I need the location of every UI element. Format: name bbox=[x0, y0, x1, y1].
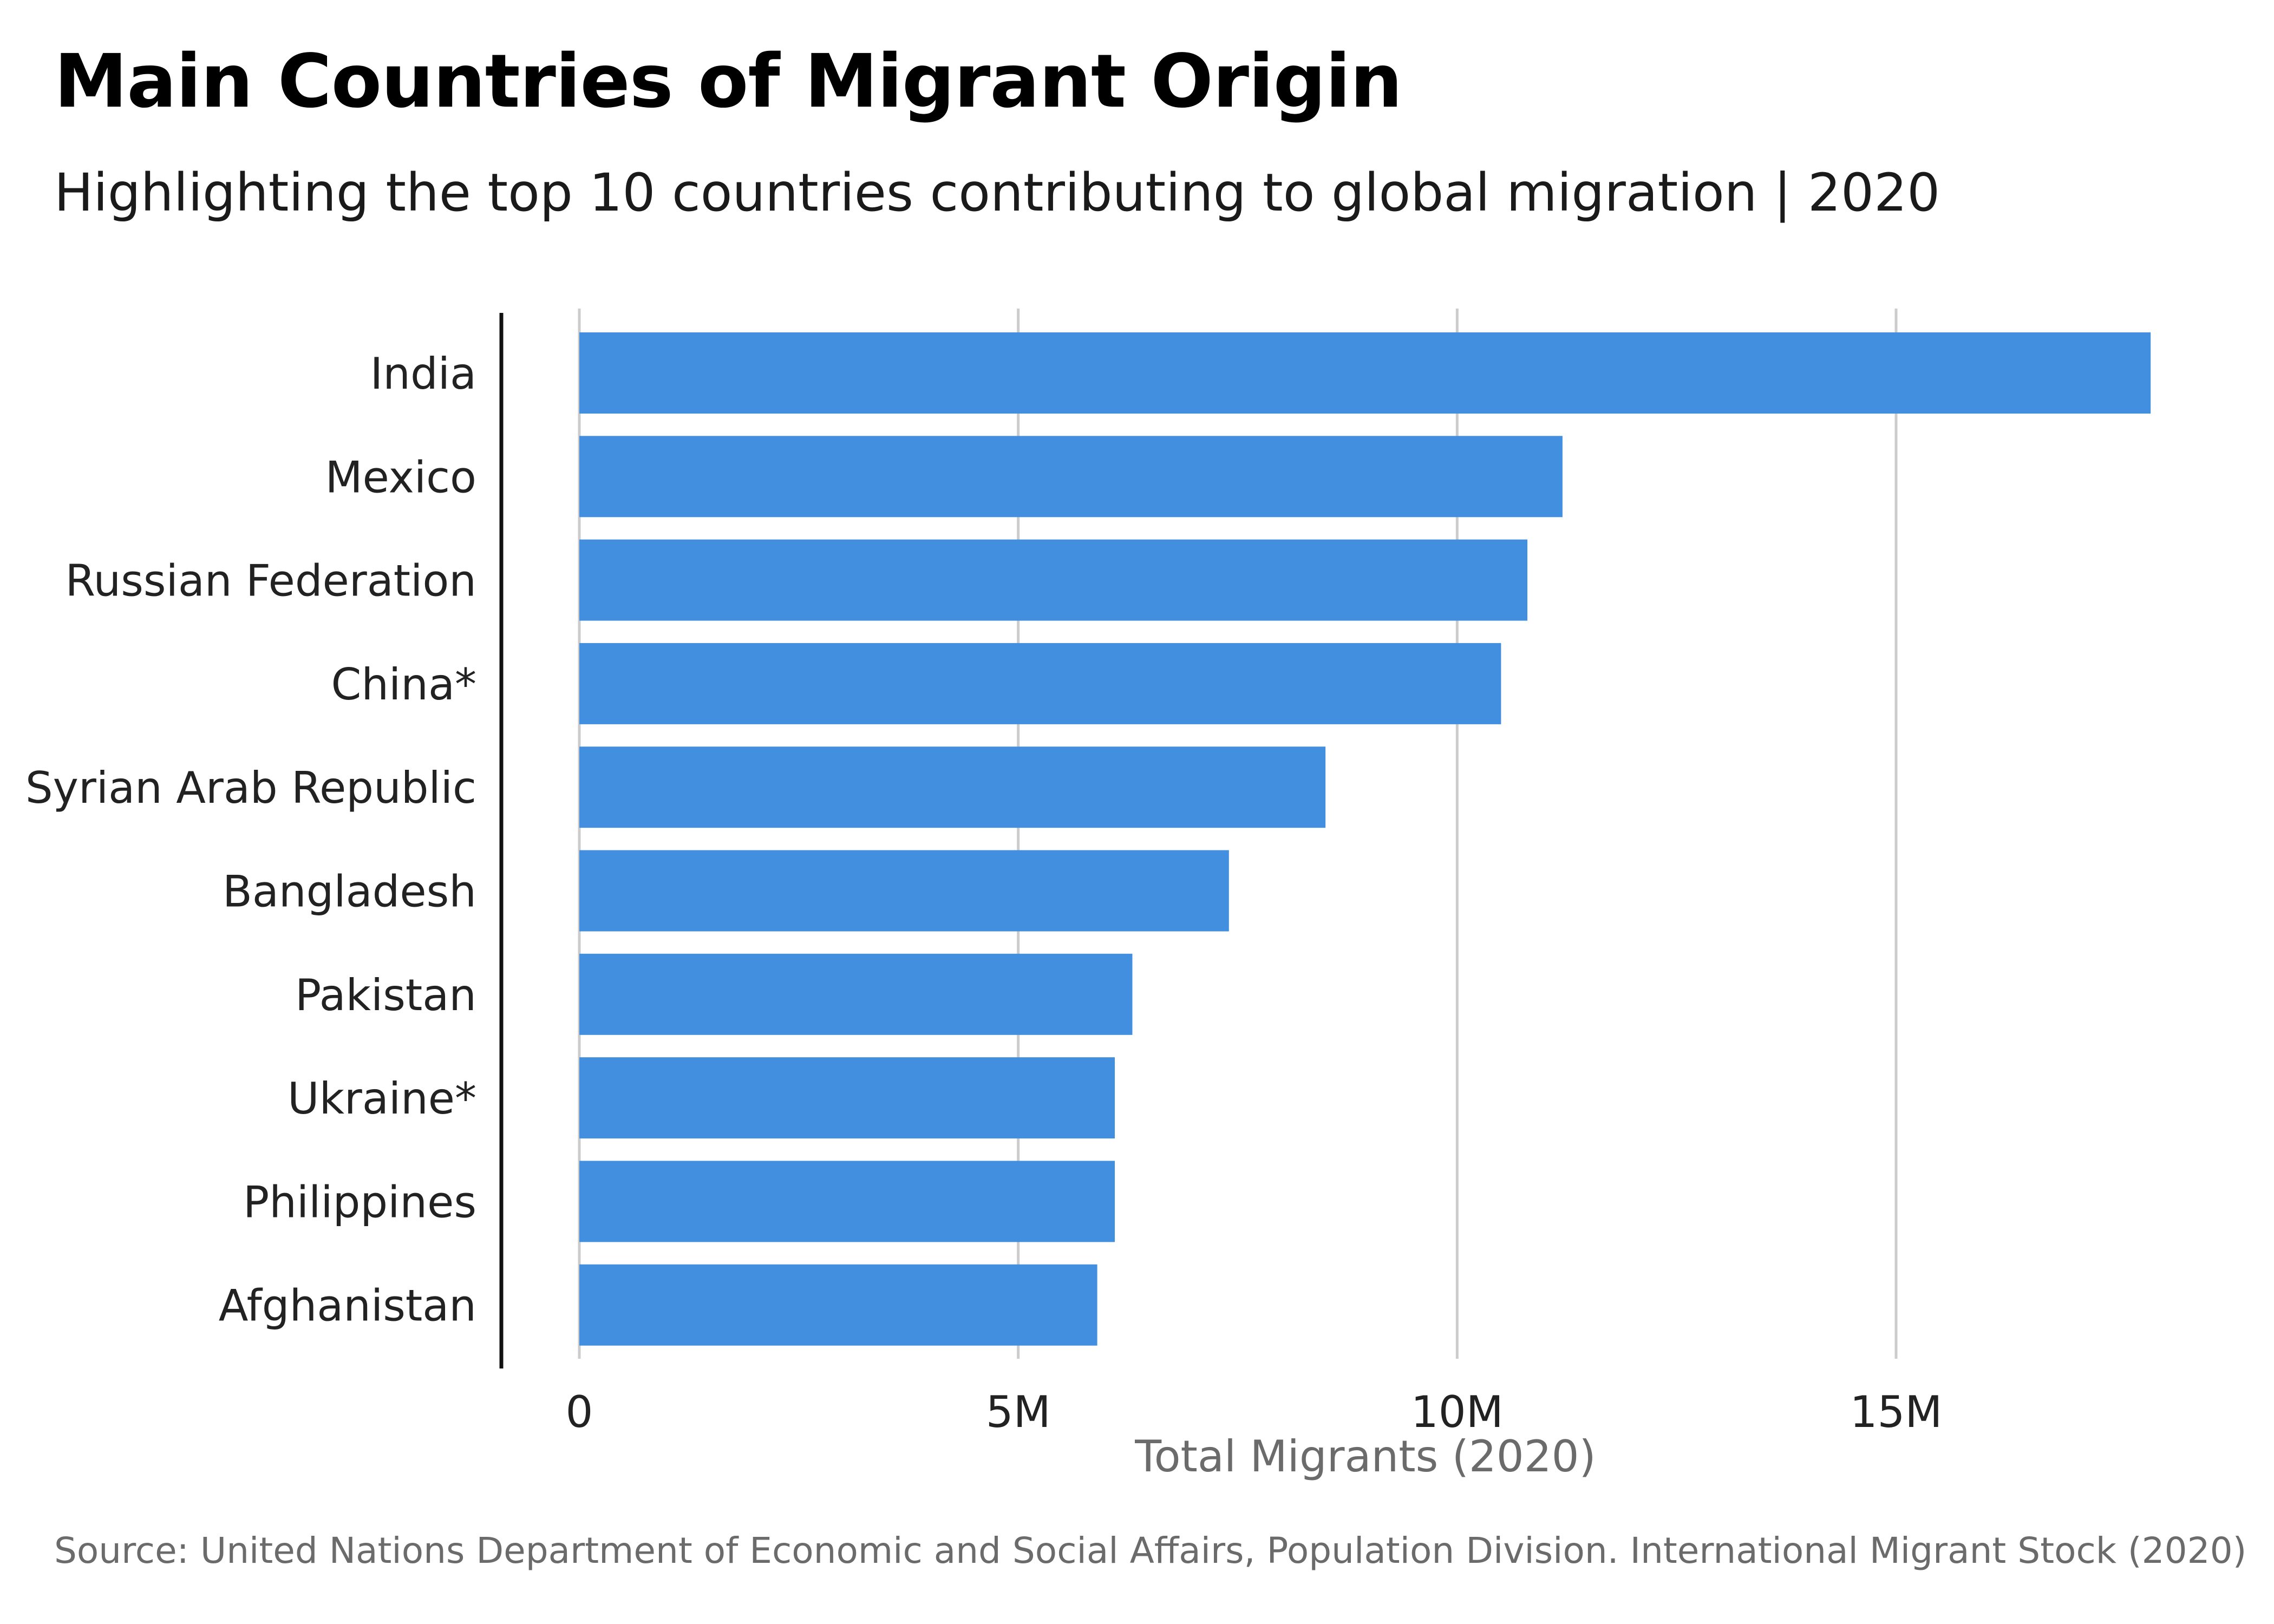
bar-india bbox=[579, 332, 2151, 414]
category-label: Philippines bbox=[243, 1177, 476, 1227]
bar-pakistan bbox=[579, 953, 1133, 1035]
category-label: Pakistan bbox=[295, 970, 476, 1020]
category-label: Ukraine* bbox=[287, 1073, 476, 1124]
x-axis-title: Total Migrants (2020) bbox=[1134, 1431, 1596, 1482]
x-tick-label: 10M bbox=[1411, 1387, 1504, 1437]
category-label: India bbox=[370, 349, 476, 399]
x-tick-label: 0 bbox=[566, 1387, 593, 1437]
category-label: Bangladesh bbox=[223, 867, 476, 917]
x-tick-label: 5M bbox=[986, 1387, 1051, 1437]
chart-subtitle: Highlighting the top 10 countries contri… bbox=[54, 162, 1940, 223]
category-label: China* bbox=[331, 659, 476, 710]
bar-ukraine bbox=[579, 1057, 1115, 1139]
bar-mexico bbox=[579, 436, 1563, 518]
bar-china bbox=[579, 643, 1501, 724]
bar-philippines bbox=[579, 1161, 1115, 1242]
bar-russian-federation bbox=[579, 539, 1528, 621]
bar-bangladesh bbox=[579, 850, 1229, 932]
bar-syrian-arab-republic bbox=[579, 746, 1326, 828]
category-label: Afghanistan bbox=[219, 1281, 476, 1331]
chart-title: Main Countries of Migrant Origin bbox=[54, 39, 1402, 125]
bar-afghanistan bbox=[579, 1264, 1097, 1346]
x-tick-labels: 0 5M 10M 15M bbox=[566, 1387, 1943, 1437]
bars bbox=[579, 332, 2151, 1346]
x-tick-label: 15M bbox=[1850, 1387, 1943, 1437]
category-labels: India Mexico Russian Federation China* Syria… bbox=[25, 349, 476, 1331]
category-label: Mexico bbox=[325, 452, 476, 502]
source-note: Source: United Nations Department of Eco… bbox=[54, 1530, 2247, 1571]
category-label: Syrian Arab Republic bbox=[25, 763, 476, 813]
category-label: Russian Federation bbox=[66, 556, 476, 606]
